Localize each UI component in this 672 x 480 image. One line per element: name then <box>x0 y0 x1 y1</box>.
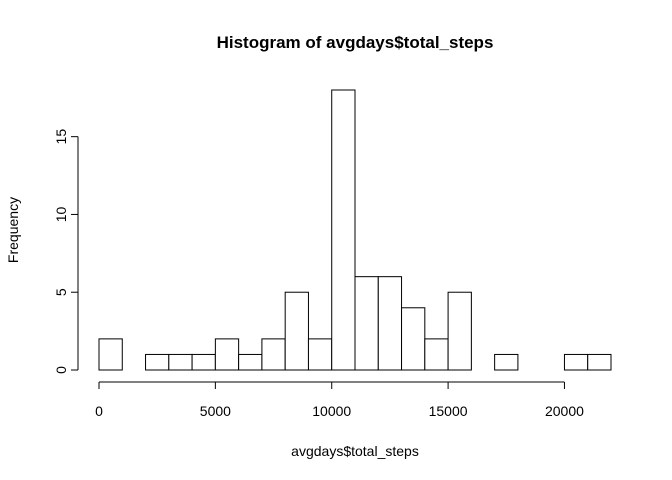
y-axis: 0 5 10 15 <box>53 129 79 374</box>
histogram-bar <box>424 338 449 371</box>
histogram-bar <box>401 307 426 371</box>
chart-title: Histogram of avgdays$total_steps <box>217 33 494 52</box>
histogram-bar <box>563 353 589 371</box>
histogram-bar <box>447 291 472 371</box>
y-tick-label: 0 <box>53 366 69 374</box>
x-tick-label: 5000 <box>200 403 231 419</box>
histogram-bar <box>354 276 379 371</box>
x-tick-label: 0 <box>95 403 103 419</box>
histogram-bar <box>587 353 612 371</box>
y-tick-label: 10 <box>53 206 69 222</box>
x-tick-label: 20000 <box>545 403 584 419</box>
x-axis-title: avgdays$total_steps <box>291 443 419 459</box>
histogram-bar <box>261 338 286 371</box>
histogram-bar <box>284 291 309 371</box>
y-axis-title: Frequency <box>5 197 21 263</box>
histogram-bar <box>191 353 216 371</box>
histogram-bar <box>145 353 170 371</box>
y-tick-label: 5 <box>53 288 69 296</box>
x-axis: 0 5000 10000 15000 20000 <box>95 381 584 419</box>
y-tick-label: 15 <box>53 129 69 145</box>
bars-group <box>98 89 612 371</box>
histogram-bar <box>331 89 356 371</box>
x-tick-label: 15000 <box>429 403 468 419</box>
histogram-bar <box>214 338 240 371</box>
histogram-bar <box>307 338 333 371</box>
x-tick-label: 10000 <box>312 403 351 419</box>
histogram-bar <box>377 276 403 371</box>
histogram-bar <box>494 353 519 371</box>
histogram-bar <box>98 338 123 371</box>
histogram-bar <box>238 353 263 371</box>
histogram-bar <box>168 353 193 371</box>
